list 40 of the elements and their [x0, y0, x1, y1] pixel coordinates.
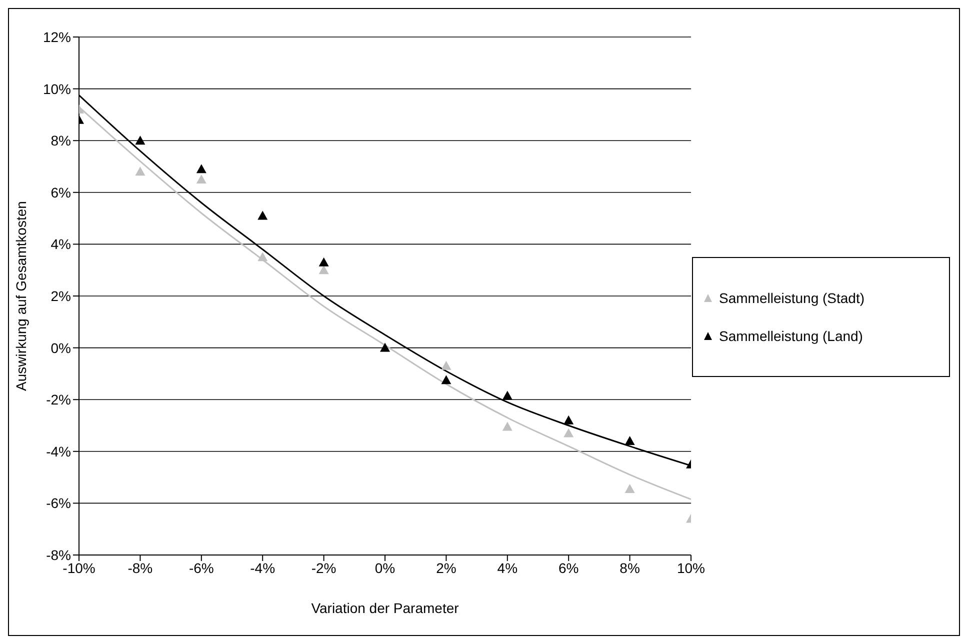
point	[564, 428, 574, 438]
x-tick-label: 6%	[558, 560, 579, 576]
point	[564, 415, 574, 424]
point	[196, 174, 206, 184]
x-tick-label: -6%	[188, 560, 214, 576]
x-tick-label: 8%	[620, 560, 640, 576]
point	[502, 422, 512, 431]
point	[135, 166, 146, 176]
y-tick-label: -2%	[46, 392, 71, 408]
y-tick-label: -4%	[46, 443, 71, 460]
y-axis-title: Auswirkung auf Gesamtkosten	[12, 201, 29, 391]
y-tick-label: 2%	[50, 288, 71, 304]
x-tick-label: 4%	[497, 560, 518, 576]
legend-label: Sammelleistung (Land)	[719, 328, 863, 344]
point	[258, 210, 268, 220]
x-tick-label: -2%	[311, 560, 336, 576]
x-tick-label: -8%	[128, 560, 153, 576]
point	[441, 360, 452, 370]
y-tick-label: 10%	[42, 80, 71, 97]
y-tick-label: 8%	[50, 132, 71, 149]
point	[196, 164, 206, 174]
point	[441, 375, 452, 384]
point	[624, 484, 635, 493]
x-tick-label: -4%	[250, 560, 276, 576]
point	[502, 390, 512, 400]
point	[318, 257, 329, 266]
point	[624, 436, 635, 446]
point	[258, 252, 268, 262]
x-tick-label: 0%	[374, 560, 396, 576]
x-tick-label: 10%	[676, 560, 706, 576]
y-tick-label: 12%	[42, 28, 71, 45]
legend-label: Sammelleistung (Stadt)	[719, 290, 865, 306]
point	[135, 136, 146, 145]
y-tick-label: 4%	[50, 236, 71, 252]
y-tick-label: 0%	[50, 340, 71, 356]
point	[318, 265, 329, 274]
y-tick-label: 6%	[50, 184, 71, 200]
x-axis-title: Variation der Parameter	[311, 600, 460, 616]
x-tick-label: 2%	[436, 560, 456, 576]
y-tick-label: -6%	[46, 495, 71, 512]
